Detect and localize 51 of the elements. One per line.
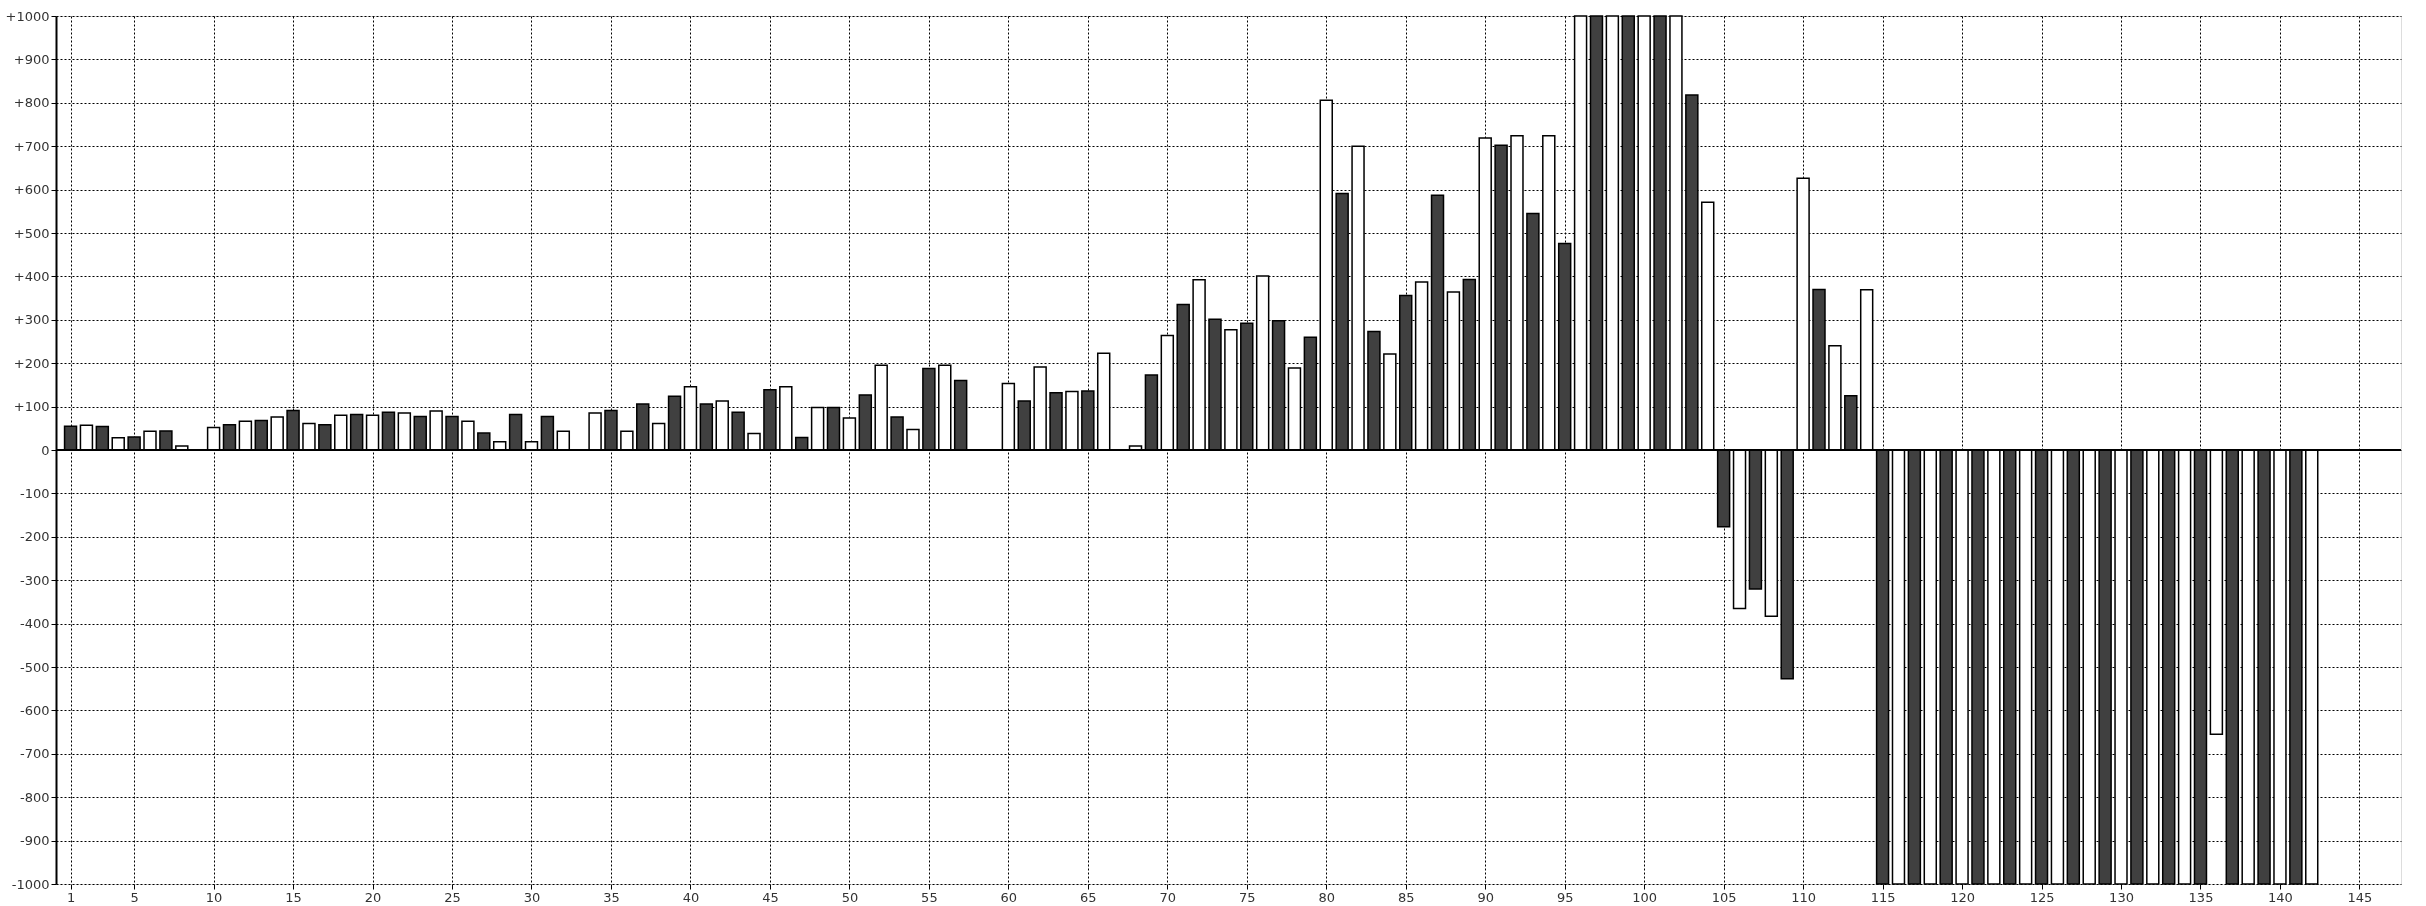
x-tick-label: 30 xyxy=(523,889,541,905)
y-tick-label: -200 xyxy=(19,529,50,545)
y-tick-label: -100 xyxy=(19,485,50,501)
x-tick-label: 130 xyxy=(2109,889,2134,905)
y-tick-label: +500 xyxy=(13,225,50,241)
x-tick-label: 35 xyxy=(603,889,620,905)
x-tick-label: 145 xyxy=(2347,889,2373,905)
x-tick-label: 40 xyxy=(682,889,700,905)
y-tick-label: +300 xyxy=(13,312,50,328)
x-tick-label: 85 xyxy=(1397,889,1415,905)
x-tick-label: 10 xyxy=(205,889,223,905)
x-tick-label: 125 xyxy=(2029,889,2055,905)
x-tick-label: 50 xyxy=(841,889,859,905)
x-tick-label: 70 xyxy=(1159,889,1177,905)
x-tick-label: 110 xyxy=(1791,889,1817,905)
y-tick-label: -500 xyxy=(19,659,50,675)
y-tick-label: 0 xyxy=(41,442,50,458)
x-tick-label: 65 xyxy=(1080,889,1097,905)
y-tick-label: +900 xyxy=(13,51,50,67)
y-tick-label: +400 xyxy=(13,268,50,284)
x-tick-label: 60 xyxy=(1000,889,1018,905)
x-tick-label: 15 xyxy=(285,889,302,905)
x-tick-label: 1 xyxy=(66,889,76,905)
y-tick-label: +100 xyxy=(13,399,50,415)
x-tick-label: 75 xyxy=(1239,889,1256,905)
y-tick-label: +700 xyxy=(13,138,50,154)
x-tick-label: 100 xyxy=(1632,889,1658,905)
y-tick-label: +600 xyxy=(13,182,50,198)
x-tick-label: 140 xyxy=(2268,889,2293,905)
y-tick-label: -800 xyxy=(19,789,50,805)
x-tick-label: 105 xyxy=(1711,889,1737,905)
x-tick-label: 25 xyxy=(444,889,461,905)
x-tick-label: 55 xyxy=(921,889,938,905)
y-tick-label: -400 xyxy=(19,616,50,632)
y-tick-label: -300 xyxy=(19,572,50,588)
x-tick-label: 115 xyxy=(1870,889,1896,905)
x-tick-label: 90 xyxy=(1477,889,1494,905)
x-tick-label: 20 xyxy=(364,889,382,905)
x-tick-label: 80 xyxy=(1318,889,1336,905)
x-tick-label: 120 xyxy=(1950,889,1975,905)
y-tick-label: +800 xyxy=(13,95,50,111)
x-tick-label: 5 xyxy=(130,889,139,905)
x-tick-label: 45 xyxy=(762,889,779,905)
y-tick-label: -600 xyxy=(19,702,50,718)
y-tick-label: -900 xyxy=(19,833,50,849)
x-tick-label: 135 xyxy=(2188,889,2214,905)
y-tick-label: +200 xyxy=(13,355,50,371)
y-tick-label: -1000 xyxy=(11,876,50,892)
x-tick-label: 95 xyxy=(1556,889,1574,905)
y-tick-label: +1000 xyxy=(5,8,50,24)
y-tick-label: -700 xyxy=(19,746,50,762)
